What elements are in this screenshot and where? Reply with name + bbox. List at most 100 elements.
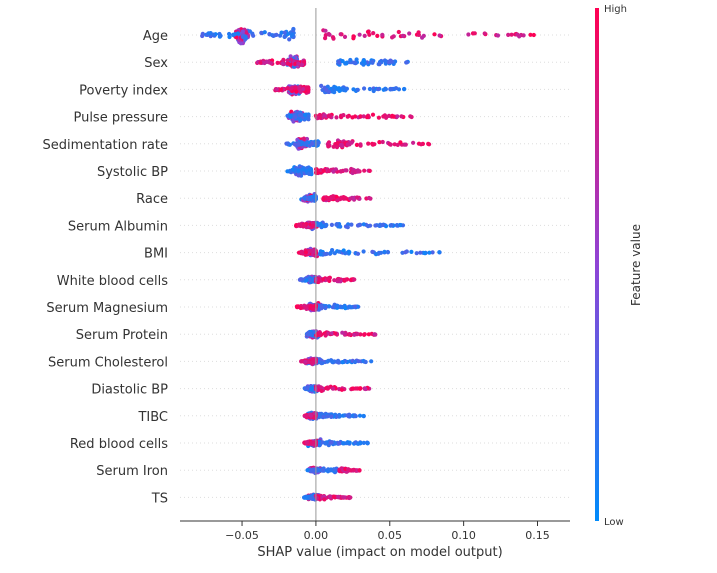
shap-point <box>345 142 350 147</box>
shap-point <box>211 32 216 37</box>
shap-point <box>344 168 349 173</box>
shap-point <box>307 167 312 172</box>
shap-point <box>373 223 378 228</box>
shap-point <box>319 361 324 366</box>
shap-point <box>349 140 354 145</box>
shap-point <box>377 223 382 228</box>
feature-label: Red blood cells <box>70 437 168 452</box>
shap-point <box>328 440 333 445</box>
shap-point <box>365 29 371 34</box>
shap-point <box>319 304 324 309</box>
shap-point <box>350 386 355 391</box>
shap-point <box>262 60 267 66</box>
shap-point <box>394 86 399 91</box>
shap-point <box>317 468 322 473</box>
shap-point <box>299 250 304 255</box>
shap-point <box>358 114 363 119</box>
shap-point <box>304 168 309 173</box>
shap-point <box>322 497 327 502</box>
shap-point <box>362 33 367 39</box>
shap-point <box>240 29 245 34</box>
shap-point <box>404 60 409 65</box>
shap-point <box>361 413 366 419</box>
shap-point <box>327 89 332 95</box>
x-axis-label: SHAP value (impact on model output) <box>257 545 502 560</box>
feature-label: Serum Cholesterol <box>48 355 168 370</box>
shap-point <box>361 222 366 227</box>
shap-point <box>354 142 359 147</box>
shap-point <box>247 29 252 34</box>
shap-point <box>317 443 322 448</box>
feature-label: TS <box>151 491 168 506</box>
shap-point <box>286 61 291 66</box>
shap-point <box>328 358 334 363</box>
shap-point <box>227 34 232 40</box>
shap-point <box>361 249 366 254</box>
shap-point <box>341 195 346 200</box>
shap-point <box>318 252 323 257</box>
shap-point <box>329 222 334 227</box>
shap-point <box>390 113 395 118</box>
shap-point <box>353 386 359 391</box>
shap-point <box>332 494 337 499</box>
shap-point <box>323 333 328 338</box>
shap-point <box>340 59 345 64</box>
shap-point <box>528 32 533 37</box>
shap-point <box>361 58 366 64</box>
shap-point <box>285 86 290 91</box>
shap-point <box>348 495 353 500</box>
shap-point <box>347 250 352 255</box>
shap-point <box>344 86 349 91</box>
shap-point <box>334 222 339 227</box>
shap-point <box>364 115 370 120</box>
shap-point <box>394 223 399 228</box>
shap-point <box>377 140 382 145</box>
x-tick-label: 0.05 <box>378 529 403 542</box>
shap-point <box>280 61 285 66</box>
shap-point <box>296 85 302 90</box>
shap-point <box>302 495 307 500</box>
shap-point <box>325 84 330 89</box>
shap-point <box>332 278 337 283</box>
shap-point <box>358 386 363 391</box>
shap-point <box>370 142 375 147</box>
shap-point <box>302 223 307 228</box>
shap-point <box>328 467 334 472</box>
shap-point <box>238 41 243 46</box>
feature-label: BMI <box>144 247 168 262</box>
shap-point <box>259 30 264 35</box>
shap-point <box>472 31 477 36</box>
shap-point <box>371 88 376 94</box>
shap-point <box>432 32 437 37</box>
shap-point <box>301 87 306 92</box>
shap-point <box>411 140 416 145</box>
shap-point <box>298 305 303 311</box>
shap-point <box>294 304 299 309</box>
shap-point <box>437 250 442 255</box>
shap-point <box>383 59 388 64</box>
x-tick-label: 0.10 <box>451 529 476 542</box>
shap-point <box>375 33 380 39</box>
shap-point <box>355 87 360 92</box>
shap-point <box>362 168 367 173</box>
shap-point <box>343 306 348 311</box>
shap-point <box>285 141 290 146</box>
shap-point <box>345 225 350 230</box>
shap-point <box>337 59 342 64</box>
feature-label: Pulse pressure <box>73 111 168 126</box>
shap-point <box>389 86 394 92</box>
shap-point <box>310 357 315 362</box>
shap-point <box>323 36 328 41</box>
shap-point <box>320 467 325 473</box>
shap-point <box>206 31 211 36</box>
shap-point <box>308 304 313 309</box>
shap-point <box>218 33 223 38</box>
shap-point <box>321 168 326 173</box>
shap-point <box>296 168 301 173</box>
shap-point <box>370 59 375 64</box>
shap-point <box>296 223 301 228</box>
shap-point <box>402 86 407 92</box>
feature-label: Sex <box>144 56 168 71</box>
shap-point <box>310 223 315 228</box>
